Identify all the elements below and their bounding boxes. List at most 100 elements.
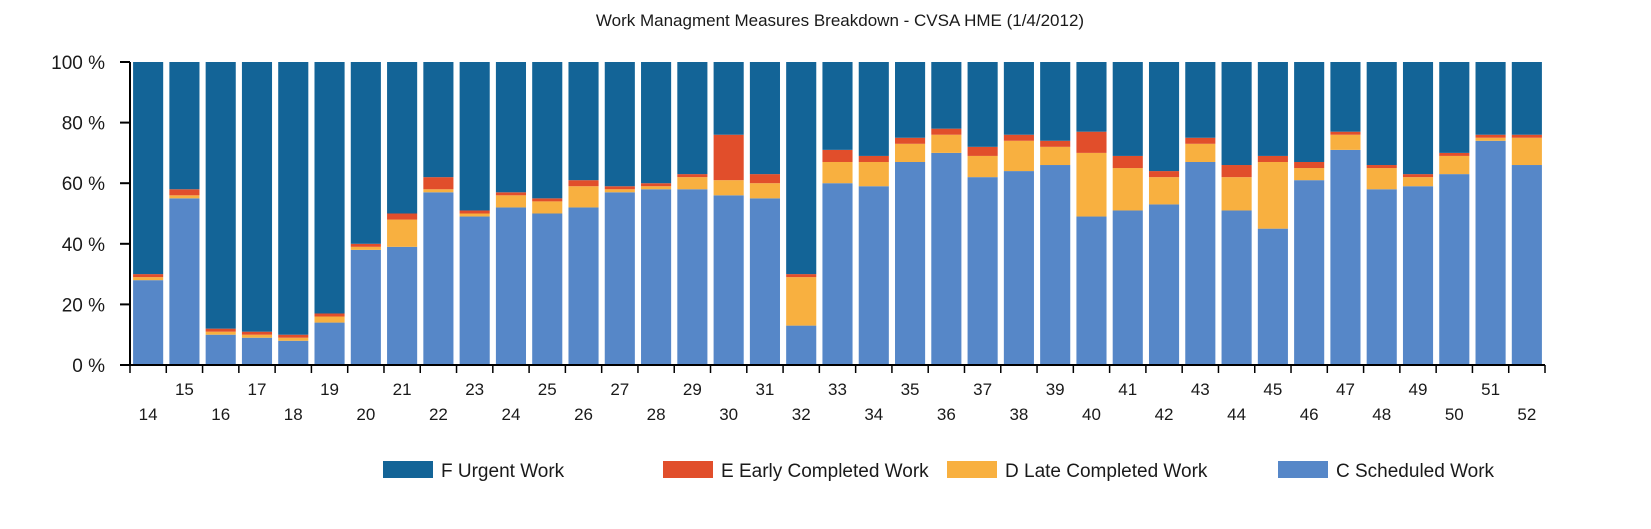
bar-segment-e-early-completed-work-21	[387, 213, 418, 220]
bar-segment-e-early-completed-work-50	[1439, 152, 1470, 156]
bar-segment-c-scheduled-work-46	[1294, 180, 1325, 365]
bars-group	[133, 62, 1542, 365]
bar-segment-d-late-completed-work-14	[133, 277, 164, 281]
x-tick-label: 47	[1336, 380, 1355, 399]
x-tick-label: 41	[1118, 380, 1137, 399]
bar-segment-e-early-completed-work-31	[749, 174, 780, 184]
x-tick-label: 33	[828, 380, 847, 399]
bar-segment-d-late-completed-work-51	[1475, 137, 1506, 141]
bar-segment-e-early-completed-work-20	[350, 243, 381, 247]
bar-segment-f-urgent-work-44	[1221, 62, 1252, 166]
bar-segment-e-early-completed-work-49	[1402, 174, 1434, 178]
legend-swatch-d-late-completed-work	[947, 461, 997, 478]
bar-segment-e-early-completed-work-41	[1112, 155, 1143, 169]
bar-segment-c-scheduled-work-35	[895, 161, 926, 365]
bar-segment-c-scheduled-work-29	[677, 189, 708, 365]
bar-segment-e-early-completed-work-32	[786, 274, 817, 278]
bar-segment-c-scheduled-work-42	[1148, 204, 1180, 365]
x-tick-label: 50	[1445, 405, 1464, 424]
x-tick-label: 31	[755, 380, 774, 399]
bar-segment-d-late-completed-work-16	[205, 331, 236, 335]
bar-segment-f-urgent-work-25	[532, 62, 563, 199]
bar-segment-d-late-completed-work-31	[749, 183, 780, 199]
bar-segment-c-scheduled-work-25	[532, 213, 563, 365]
bar-segment-d-late-completed-work-52	[1511, 137, 1542, 166]
bar-segment-e-early-completed-work-42	[1148, 171, 1180, 178]
bar-segment-c-scheduled-work-32	[786, 325, 817, 365]
bar-segment-e-early-completed-work-44	[1221, 165, 1252, 178]
x-tick-label: 20	[356, 405, 375, 424]
bar-segment-e-early-completed-work-40	[1076, 131, 1107, 153]
bar-segment-c-scheduled-work-17	[241, 337, 273, 365]
bar-segment-c-scheduled-work-50	[1439, 174, 1470, 365]
bar-segment-d-late-completed-work-17	[241, 334, 273, 338]
bar-segment-f-urgent-work-31	[749, 62, 780, 175]
legend-label-d-late-completed-work: D Late Completed Work	[1005, 461, 1208, 482]
bar-segment-f-urgent-work-27	[604, 62, 635, 187]
bar-segment-f-urgent-work-21	[387, 62, 418, 214]
y-tick-label: 20 %	[62, 295, 105, 316]
bar-segment-f-urgent-work-33	[822, 62, 853, 150]
bar-segment-e-early-completed-work-34	[858, 155, 889, 162]
x-tick-label: 48	[1372, 405, 1391, 424]
bar-segment-f-urgent-work-48	[1366, 62, 1397, 166]
bar-segment-c-scheduled-work-36	[931, 152, 962, 365]
bar-segment-e-early-completed-work-27	[604, 186, 635, 190]
bar-segment-e-early-completed-work-52	[1511, 134, 1542, 138]
x-tick-label: 35	[901, 380, 920, 399]
legend: F Urgent Work E Early Completed Work D Lat…	[383, 461, 1495, 482]
bar-segment-e-early-completed-work-22	[423, 177, 454, 190]
bar-segment-e-early-completed-work-37	[967, 146, 998, 156]
bar-segment-c-scheduled-work-33	[822, 183, 853, 365]
bar-segment-f-urgent-work-35	[895, 62, 926, 138]
bar-segment-c-scheduled-work-49	[1402, 186, 1434, 365]
bar-segment-f-urgent-work-20	[350, 62, 381, 244]
y-tick-label: 100 %	[51, 53, 105, 74]
bar-segment-d-late-completed-work-22	[423, 189, 454, 193]
bar-segment-c-scheduled-work-41	[1112, 210, 1143, 365]
bar-segment-e-early-completed-work-15	[169, 189, 200, 196]
y-tick-label: 0 %	[72, 356, 105, 377]
bar-segment-f-urgent-work-47	[1330, 62, 1361, 132]
bar-segment-f-urgent-work-43	[1185, 62, 1216, 138]
bar-segment-d-late-completed-work-35	[895, 143, 926, 162]
bar-segment-e-early-completed-work-24	[495, 192, 527, 196]
legend-label-e-early-completed-work: E Early Completed Work	[721, 461, 929, 482]
bar-segment-c-scheduled-work-27	[604, 192, 635, 365]
x-tick-label: 38	[1009, 405, 1028, 424]
x-tick-label: 25	[538, 380, 557, 399]
x-tick-label: 46	[1300, 405, 1319, 424]
bar-segment-d-late-completed-work-24	[495, 195, 527, 208]
bar-segment-f-urgent-work-14	[133, 62, 164, 275]
bar-segment-e-early-completed-work-26	[568, 180, 599, 187]
bar-segment-f-urgent-work-52	[1511, 62, 1542, 135]
bar-segment-d-late-completed-work-49	[1402, 177, 1434, 187]
bar-segment-f-urgent-work-23	[459, 62, 490, 211]
bar-segment-e-early-completed-work-43	[1185, 137, 1216, 144]
bar-segment-c-scheduled-work-44	[1221, 210, 1252, 365]
bar-segment-f-urgent-work-45	[1257, 62, 1288, 156]
bar-segment-e-early-completed-work-36	[931, 128, 962, 135]
bar-segment-c-scheduled-work-16	[205, 334, 236, 365]
bar-segment-e-early-completed-work-48	[1366, 165, 1397, 169]
bar-segment-d-late-completed-work-28	[641, 186, 672, 190]
bar-segment-f-urgent-work-37	[967, 62, 998, 147]
bar-segment-d-late-completed-work-36	[931, 134, 962, 153]
bar-segment-e-early-completed-work-38	[1003, 134, 1034, 141]
x-tick-label: 26	[574, 405, 593, 424]
bar-segment-d-late-completed-work-21	[387, 219, 418, 247]
x-tick-label: 34	[864, 405, 883, 424]
bar-segment-f-urgent-work-50	[1439, 62, 1470, 153]
bar-segment-d-late-completed-work-41	[1112, 168, 1143, 211]
bar-segment-c-scheduled-work-48	[1366, 189, 1397, 365]
bar-segment-c-scheduled-work-28	[641, 189, 672, 365]
x-tick-label: 23	[465, 380, 484, 399]
bar-segment-f-urgent-work-16	[205, 62, 236, 329]
bar-segment-f-urgent-work-15	[169, 62, 200, 190]
bar-segment-f-urgent-work-46	[1294, 62, 1325, 162]
bar-segment-d-late-completed-work-48	[1366, 168, 1397, 190]
x-tick-label: 43	[1191, 380, 1210, 399]
x-tick-label: 17	[248, 380, 267, 399]
x-tick-label: 19	[320, 380, 339, 399]
